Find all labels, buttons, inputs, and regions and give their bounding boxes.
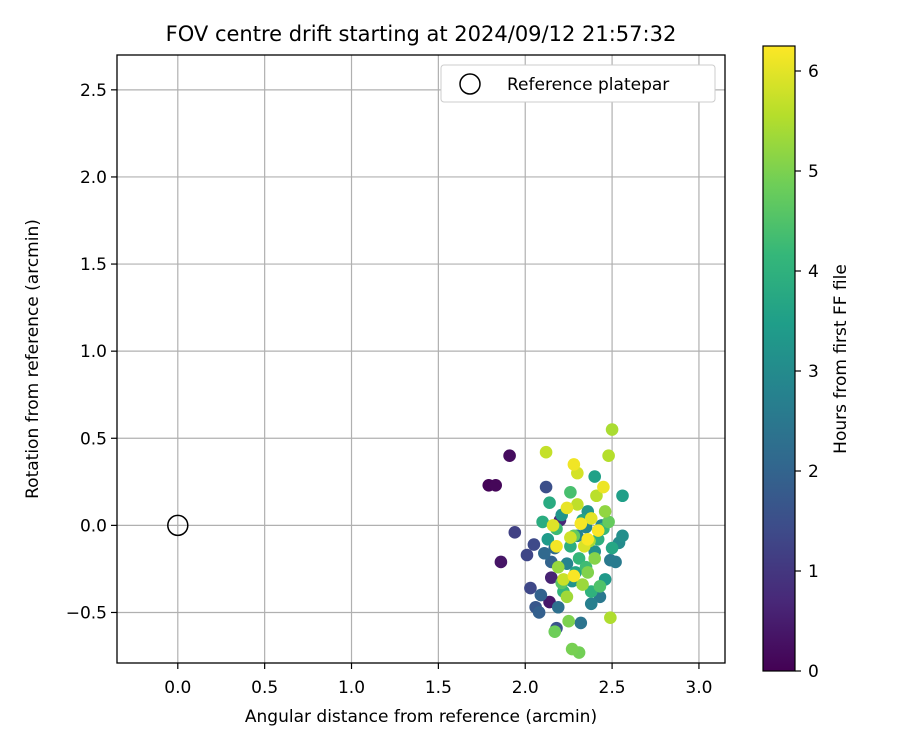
data-point	[588, 470, 602, 483]
colorbar: 0 1 2 3 4 5 6 Hours from first FF file	[762, 45, 851, 682]
data-point	[598, 505, 612, 518]
x-tick-label: 0.0	[164, 678, 191, 698]
data-point	[562, 614, 575, 628]
data-point	[571, 498, 584, 511]
data-point	[574, 517, 588, 530]
y-tick-label: 0.5	[80, 429, 107, 449]
data-point	[524, 581, 537, 595]
reference-platepar-marker	[167, 514, 189, 537]
colorbar-tick-label: 5	[808, 162, 819, 182]
data-point	[489, 479, 502, 492]
x-tick-label: 1.0	[338, 678, 365, 698]
data-point	[538, 546, 551, 560]
plot-area	[116, 54, 726, 664]
legend-marker-reference	[459, 73, 481, 95]
legend-label-reference: Reference platepar	[507, 75, 669, 95]
data-point	[605, 541, 619, 555]
data-point	[597, 480, 610, 494]
y-tick-label: 0.0	[80, 516, 107, 536]
y-axis-label: Rotation from reference (arcmin)	[23, 219, 43, 499]
data-point	[584, 597, 598, 611]
data-point	[539, 480, 553, 494]
x-tick-label: 1.5	[425, 678, 452, 698]
data-point	[520, 548, 534, 562]
data-point	[560, 590, 574, 604]
data-point	[616, 529, 629, 543]
grid	[117, 55, 725, 663]
data-point	[581, 533, 595, 546]
x-tick-label: 0.5	[251, 678, 278, 698]
data-point	[536, 515, 549, 529]
data-point	[584, 512, 598, 525]
data-point	[605, 423, 619, 436]
data-point	[543, 496, 556, 510]
x-tick-label: 2.5	[599, 678, 626, 698]
colorbar-tick-label: 4	[808, 262, 819, 282]
data-point	[551, 560, 565, 574]
y-tick-label: −0.5	[66, 603, 107, 623]
data-point	[590, 489, 603, 503]
data-point	[588, 552, 602, 565]
data-point	[550, 539, 563, 553]
data-point	[560, 501, 574, 515]
data-point	[546, 519, 560, 532]
data-point	[567, 458, 581, 471]
data-point	[604, 611, 617, 625]
data-point	[574, 616, 588, 630]
data-point	[567, 569, 581, 583]
y-tick-label: 1.0	[80, 342, 107, 362]
colorbar-tick-label: 3	[808, 362, 819, 382]
data-point	[539, 445, 553, 459]
x-tick-label: 2.0	[512, 678, 539, 698]
data-point	[508, 526, 522, 539]
data-point	[593, 580, 607, 593]
x-tick-label: 3.0	[685, 678, 712, 698]
colorbar-tick-label: 1	[808, 562, 819, 582]
colorbar-label: Hours from first FF file	[831, 264, 851, 454]
data-point	[544, 571, 558, 584]
chart-title: FOV centre drift starting at 2024/09/12 …	[166, 22, 677, 46]
data-point	[591, 524, 605, 537]
data-point	[609, 555, 622, 569]
data-point	[564, 485, 577, 499]
colorbar-tick-label: 2	[808, 462, 819, 482]
data-point	[572, 552, 586, 565]
colorbar-ticks: 0 1 2 3 4 5 6	[795, 62, 819, 682]
data-point	[551, 600, 565, 614]
legend: Reference platepar	[440, 64, 716, 103]
data-point	[494, 555, 508, 569]
data-point	[527, 538, 541, 551]
data-point	[503, 449, 516, 462]
reference-layer	[167, 514, 189, 537]
data-point	[565, 642, 579, 656]
y-tick-label: 2.5	[80, 81, 107, 101]
data-point	[602, 515, 615, 529]
x-axis-label: Angular distance from reference (arcmin)	[245, 707, 597, 727]
data-point	[557, 573, 570, 586]
data-point	[616, 489, 629, 503]
data-point	[534, 588, 548, 602]
colorbar-gradient	[762, 45, 796, 672]
data-point	[576, 578, 589, 591]
y-tick-label: 1.5	[80, 255, 107, 275]
data-point	[532, 606, 546, 619]
data-point	[548, 625, 562, 638]
y-tick-label: 2.0	[80, 168, 107, 188]
colorbar-tick-label: 0	[808, 662, 819, 682]
data-point	[602, 449, 615, 462]
data-point	[581, 566, 595, 579]
data-point	[564, 539, 577, 553]
data-points	[482, 423, 629, 659]
data-point	[541, 533, 555, 546]
legend-box	[440, 64, 716, 103]
colorbar-tick-label: 6	[808, 62, 819, 82]
axis-ticks: 0.0 0.5 1.0 1.5 2.0 2.5 3.0 −0.5 0.0 0.5 1.0 1.5 2.0…	[66, 81, 713, 698]
data-point	[564, 531, 577, 544]
